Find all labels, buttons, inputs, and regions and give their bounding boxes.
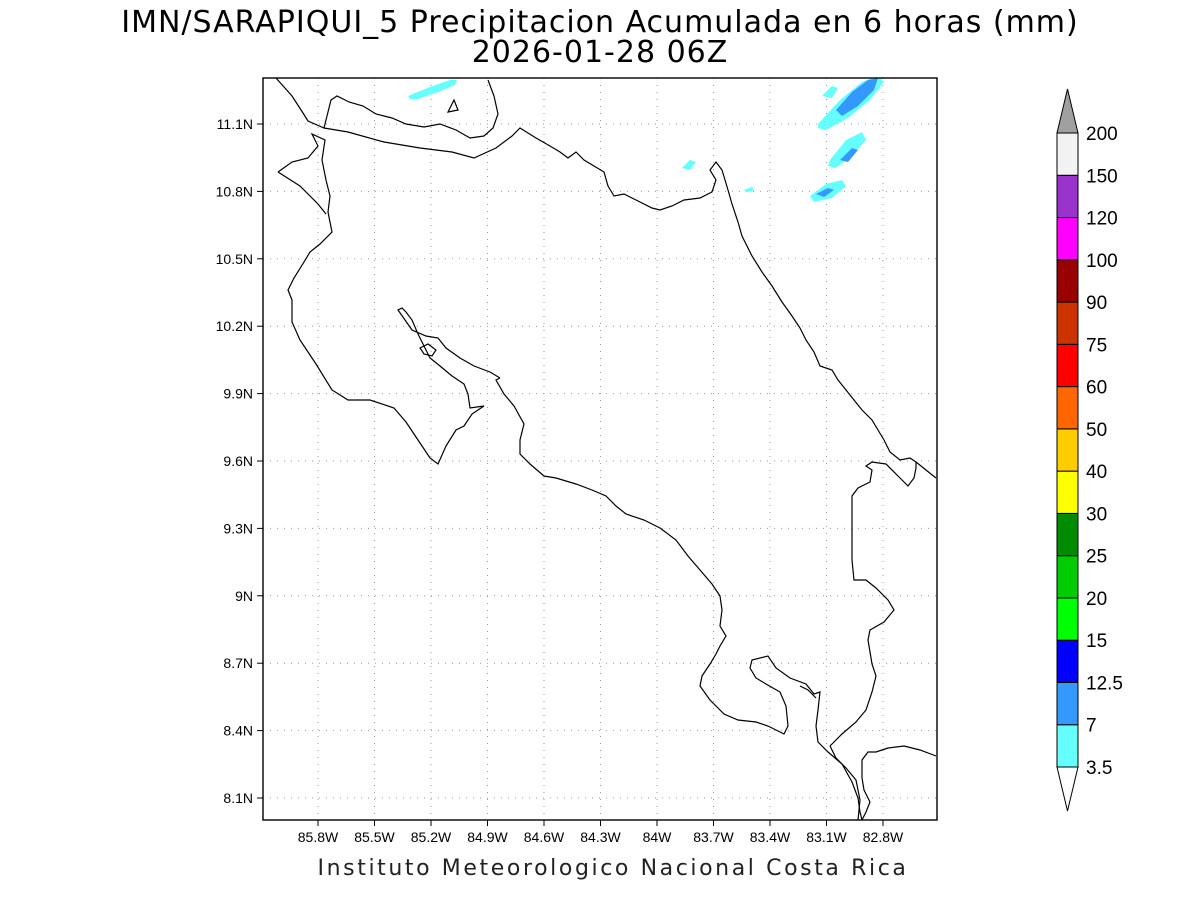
colorbar-segment xyxy=(1056,174,1079,219)
colorbar-segment xyxy=(1056,512,1079,557)
colorbar-segment xyxy=(1056,386,1079,430)
y-tick-label: 8.1N xyxy=(223,790,253,806)
y-tick-label: 9N xyxy=(235,588,253,604)
colorbar-segment xyxy=(1056,217,1079,261)
colorbar-segment xyxy=(1056,597,1079,641)
x-tick-label: 85.5W xyxy=(354,829,395,845)
colorbar-segment xyxy=(1056,259,1079,303)
colorbar-segment xyxy=(1056,555,1079,599)
coastline-caribbean-nicaragua xyxy=(275,78,499,139)
colorbar-label: 200 xyxy=(1086,124,1118,145)
y-tick-label: 9.9N xyxy=(223,386,253,402)
coastline-nicaragua-lake xyxy=(277,132,501,465)
colorbar-label: 120 xyxy=(1086,209,1118,230)
y-tick-label: 9.3N xyxy=(223,520,253,536)
y-tick-label: 10.2N xyxy=(216,318,253,334)
precip-area xyxy=(836,78,878,116)
y-tick-label: 8.4N xyxy=(223,723,253,739)
island-north xyxy=(446,98,459,113)
map-title: IMN/SARAPIQUI_5 Precipitacion Acumulada … xyxy=(121,5,1079,40)
x-tick-label: 83.1W xyxy=(806,829,847,845)
precip-area xyxy=(682,160,696,170)
y-tick-label: 10.8N xyxy=(216,183,253,199)
x-tick-label: 83.7W xyxy=(693,829,734,845)
x-tick-label: 84.3W xyxy=(580,829,621,845)
colorbar-segment xyxy=(1056,724,1079,768)
colorbar-segment xyxy=(1056,343,1079,388)
island-nicoya xyxy=(419,343,437,357)
colorbar-segment xyxy=(1056,681,1079,726)
y-tick-label: 11.1N xyxy=(217,116,253,132)
colorbar-label: 50 xyxy=(1086,420,1107,441)
border-panama xyxy=(829,461,917,747)
y-tick-label: 10.5N xyxy=(216,251,253,267)
precip-area xyxy=(822,86,838,98)
x-tick-label: 82.8W xyxy=(863,829,904,845)
precip-area xyxy=(816,188,834,197)
colorbar-label: 75 xyxy=(1086,335,1107,356)
colorbar-label: 3.5 xyxy=(1086,758,1112,779)
precip-area xyxy=(744,187,754,192)
colorbar: 7 12.5 15 20 25 30 40 50 60 75 90 100 120 150 200 3.5 xyxy=(1056,88,1123,812)
colorbar-label: 100 xyxy=(1086,251,1118,272)
colorbar-label: 20 xyxy=(1086,589,1107,610)
x-tick-label: 83.4W xyxy=(750,829,791,845)
x-tick-label: 84W xyxy=(643,829,673,845)
coastline-burica xyxy=(829,745,861,820)
x-tick-label: 84.9W xyxy=(467,829,508,845)
x-tick-label: 84.6W xyxy=(524,829,565,845)
colorbar-label: 90 xyxy=(1086,293,1107,314)
border-nicaragua xyxy=(277,171,327,215)
colorbar-segment xyxy=(1056,639,1079,683)
map-datetime: 2026-01-28 06Z xyxy=(471,35,729,70)
colorbar-label: 150 xyxy=(1086,166,1118,187)
border-north xyxy=(323,127,729,211)
colorbar-label: 12.5 xyxy=(1086,673,1123,694)
axis-ticks: 85.8W 85.5W 85.2W 84.9W 84.6W 84.3W 84W 83.7W 83… xyxy=(216,116,904,845)
colorbar-label: 7 xyxy=(1086,716,1097,737)
colorbar-bottom-arrow xyxy=(1056,766,1079,812)
precip-area xyxy=(840,148,858,162)
coastline-osa-gulf xyxy=(799,685,817,699)
coastline-caribbean-costa-rica xyxy=(727,189,937,479)
coastline-pacific-central xyxy=(495,377,863,820)
precip-area xyxy=(828,132,866,168)
coastline-panama-south xyxy=(861,745,937,820)
colorbar-label: 30 xyxy=(1086,504,1107,525)
colorbar-top-arrow xyxy=(1056,88,1079,134)
colorbar-segment xyxy=(1056,470,1079,514)
y-tick-label: 8.7N xyxy=(223,655,253,671)
precip-area xyxy=(408,80,457,99)
colorbar-segment xyxy=(1056,428,1079,472)
footer-credit: Instituto Meteorologico Nacional Costa R… xyxy=(317,856,909,881)
colorbar-label: 15 xyxy=(1086,631,1107,652)
x-tick-label: 85.8W xyxy=(298,829,339,845)
x-tick-label: 85.2W xyxy=(411,829,452,845)
colorbar-label: 25 xyxy=(1086,547,1107,568)
colorbar-segment xyxy=(1056,132,1079,176)
y-tick-label: 9.6N xyxy=(223,453,253,469)
map-gridlines xyxy=(263,78,937,820)
precipitation-areas xyxy=(408,78,884,202)
colorbar-label: 40 xyxy=(1086,462,1107,483)
colorbar-segment xyxy=(1056,301,1079,345)
coastlines xyxy=(275,78,937,820)
colorbar-label: 60 xyxy=(1086,378,1107,399)
